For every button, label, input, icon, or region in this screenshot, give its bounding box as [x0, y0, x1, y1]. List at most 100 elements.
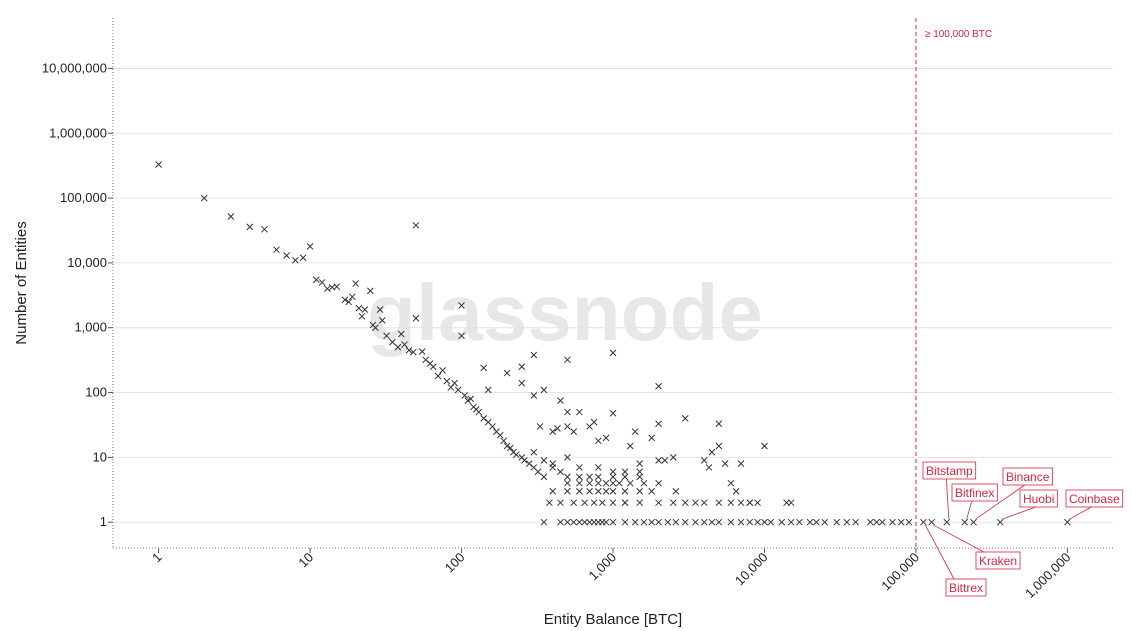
point	[586, 487, 593, 495]
point	[576, 518, 583, 526]
point	[669, 454, 677, 461]
point	[540, 386, 548, 394]
point	[754, 499, 761, 507]
point	[655, 479, 662, 487]
point	[394, 343, 402, 351]
point	[292, 256, 299, 264]
point	[761, 442, 768, 450]
point	[669, 499, 677, 507]
point	[821, 518, 829, 526]
exchange-point	[1064, 518, 1071, 526]
point	[715, 499, 723, 507]
y-axis-label: Number of Entities	[13, 221, 30, 344]
point	[692, 499, 699, 507]
point	[636, 499, 644, 507]
point	[746, 499, 754, 507]
point	[496, 431, 504, 439]
point	[648, 518, 656, 526]
point	[586, 479, 593, 487]
exchange-point	[961, 518, 969, 526]
exchange-leader	[1002, 506, 1036, 520]
point	[389, 338, 396, 346]
point	[843, 518, 851, 526]
exchange-label: Bitstamp	[926, 464, 973, 478]
point	[754, 518, 761, 526]
point	[708, 448, 716, 456]
point	[878, 518, 886, 526]
point	[512, 451, 520, 459]
point	[554, 425, 561, 432]
point	[227, 213, 235, 220]
exchange-leader	[925, 525, 955, 580]
point	[708, 518, 716, 526]
point	[540, 456, 548, 464]
point	[570, 499, 578, 507]
point	[609, 473, 617, 481]
exchange-point	[920, 518, 927, 526]
point	[615, 479, 623, 487]
point	[787, 499, 795, 507]
point	[655, 518, 662, 526]
y-tick-label: 10,000,000	[42, 60, 107, 75]
point	[737, 518, 745, 526]
point	[273, 246, 280, 254]
point	[796, 518, 803, 526]
point	[594, 479, 602, 487]
point	[621, 473, 629, 481]
point	[594, 437, 602, 445]
point	[570, 428, 578, 435]
point	[621, 518, 629, 526]
exchange-point	[970, 518, 977, 526]
exchange-label-box	[1002, 467, 1053, 486]
point	[480, 364, 488, 372]
point	[609, 487, 617, 495]
exchange-point	[943, 518, 951, 526]
point	[655, 456, 662, 464]
point	[530, 351, 538, 359]
point	[557, 468, 564, 476]
point	[564, 408, 571, 416]
point	[333, 283, 341, 291]
point	[672, 487, 680, 495]
point	[640, 518, 648, 526]
point	[366, 287, 374, 295]
point	[576, 408, 583, 416]
point	[576, 464, 583, 471]
point	[405, 346, 413, 354]
point	[454, 386, 462, 394]
point	[581, 499, 589, 507]
point	[429, 363, 437, 371]
point	[306, 243, 314, 250]
point	[489, 423, 496, 430]
point	[661, 456, 669, 464]
point	[564, 356, 571, 364]
point	[609, 479, 617, 487]
point	[352, 280, 360, 287]
point	[833, 518, 841, 526]
point	[503, 369, 511, 377]
point	[451, 379, 458, 387]
point	[602, 518, 610, 526]
point	[602, 487, 610, 495]
point	[576, 487, 583, 495]
watermark: glassnode	[367, 268, 763, 357]
point	[778, 518, 786, 526]
point	[581, 518, 589, 526]
point	[525, 460, 533, 468]
point	[549, 428, 557, 435]
point	[737, 460, 745, 468]
point	[348, 293, 356, 301]
point	[323, 285, 331, 293]
point	[609, 349, 617, 357]
point	[564, 423, 571, 430]
point	[727, 479, 735, 487]
point	[439, 367, 446, 374]
point	[602, 434, 610, 442]
point	[852, 518, 860, 526]
point	[530, 392, 538, 399]
point	[570, 518, 578, 526]
y-tick-label: 100	[85, 385, 107, 400]
exchange-leader	[945, 478, 950, 520]
exchange-label: Huobi	[1023, 492, 1054, 506]
x-tick-label: 100	[442, 550, 468, 576]
